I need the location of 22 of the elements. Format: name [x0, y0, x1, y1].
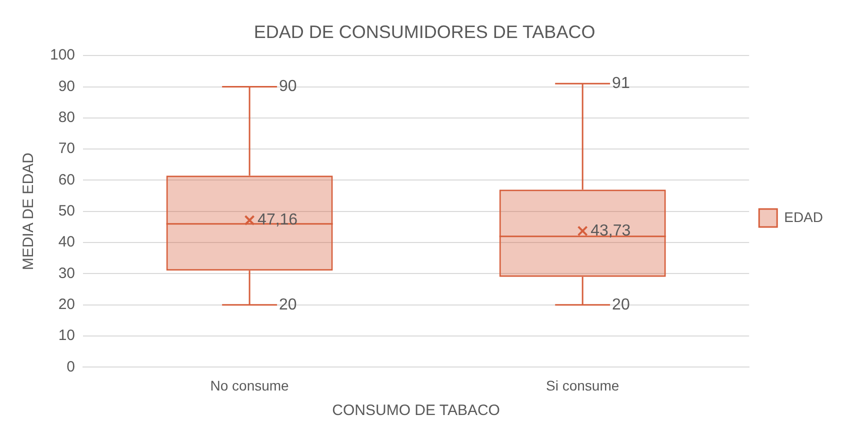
y-tick-label: 10: [58, 327, 76, 344]
annotation: 91: [612, 75, 630, 92]
chart-title: EDAD DE CONSUMIDORES DE TABACO: [254, 22, 596, 42]
annotation: 20: [612, 296, 630, 314]
annotation: 90: [279, 78, 297, 96]
y-tick-label: 30: [58, 264, 76, 282]
x-tick-label: No consume: [210, 377, 290, 394]
x-axis-title: CONSUMO DE TABACO: [332, 402, 500, 420]
y-tick-label: 70: [58, 140, 76, 158]
y-tick-label: 20: [58, 296, 76, 314]
x-tick-label: Si consume: [546, 377, 620, 394]
y-tick-label: 50: [58, 202, 76, 220]
y-tick-label: 100: [50, 46, 76, 64]
y-tick-label: 80: [58, 109, 76, 126]
legend-label: EDAD: [784, 208, 824, 225]
data-label: 43,73: [590, 222, 631, 240]
y-tick-label: 40: [58, 234, 76, 251]
y-tick-label: 0: [66, 358, 76, 376]
annotation: 20: [279, 296, 297, 314]
y-tick-label: 90: [58, 78, 76, 95]
y-axis-title: MEDIA DE EDAD: [20, 152, 38, 270]
y-tick-label: 60: [58, 171, 76, 188]
